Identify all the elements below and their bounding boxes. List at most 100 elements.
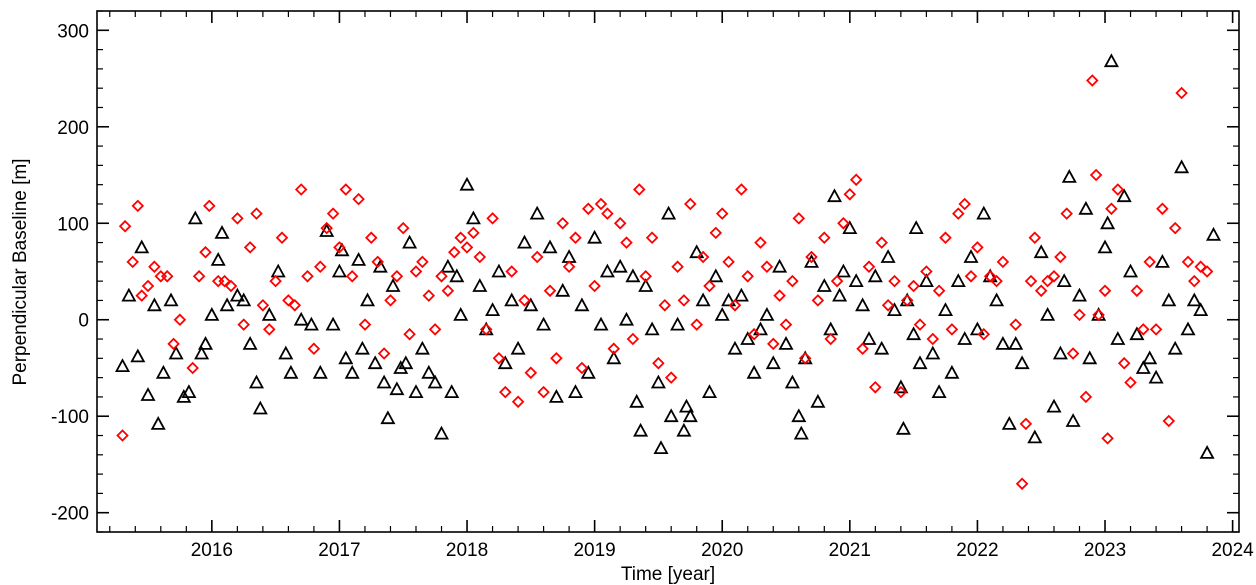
diamond-point (983, 270, 997, 283)
triangle-point (402, 234, 418, 249)
diamond-point (441, 284, 455, 298)
diamond-point (926, 332, 940, 346)
triangle-point (633, 422, 649, 437)
triangle-point (219, 297, 235, 312)
triangle-point (236, 292, 252, 307)
diamond-point (792, 212, 806, 225)
diamond-point (1066, 347, 1080, 360)
triangle-point (784, 374, 800, 389)
triangle-point (944, 364, 960, 379)
diamond-point (192, 270, 206, 283)
diamond-point (1175, 86, 1188, 100)
triangle-point (130, 348, 146, 363)
diamond-point (907, 279, 920, 293)
diamond-point (231, 212, 244, 225)
diamond-point (1086, 74, 1099, 87)
diamond-point (1194, 260, 1207, 273)
diamond-point (1101, 432, 1114, 445)
triangle-point (950, 273, 966, 288)
diamond-point (607, 342, 621, 355)
diamond-point (652, 356, 665, 370)
triangle-point (134, 239, 150, 254)
triangle-point (874, 340, 890, 355)
diamond-point (1034, 284, 1048, 298)
triangle-point (937, 302, 954, 317)
diamond-point (747, 327, 761, 341)
diamond-point (135, 289, 148, 302)
triangle-point (629, 393, 645, 408)
diamond-point (818, 231, 831, 244)
x-tick-label: 2019 (573, 540, 615, 561)
triangle-point (663, 408, 679, 423)
diamond-point (977, 327, 991, 341)
diamond-point (1054, 250, 1067, 264)
triangle-point (867, 268, 883, 283)
diamond-point (996, 255, 1010, 269)
triangle-point (1097, 239, 1113, 254)
triangle-point (433, 425, 450, 440)
diamond-point (633, 183, 646, 196)
diamond-point (141, 279, 155, 293)
triangle-point (351, 252, 367, 266)
triangle-point (1186, 292, 1202, 307)
diamond-point (767, 337, 780, 351)
diamond-point (900, 294, 914, 307)
diamond-point (945, 323, 959, 336)
triangle-point (187, 210, 203, 225)
triangle-point (293, 311, 309, 326)
diamond-point (530, 250, 544, 264)
diamond-point (486, 212, 499, 225)
y-tick-label: 100 (57, 214, 89, 235)
diamond-point (1168, 221, 1182, 235)
triangle-point (303, 316, 319, 331)
triangle-point (1180, 321, 1196, 336)
diamond-point (830, 274, 844, 288)
diamond-point (1015, 477, 1029, 491)
diamond-point (237, 318, 250, 331)
diamond-point (1143, 255, 1156, 269)
triangle-point (606, 350, 622, 365)
diamond-point (148, 260, 161, 273)
y-tick-label: 0 (78, 311, 89, 332)
triangle-point (385, 278, 401, 292)
triangle-point (678, 398, 695, 413)
triangle-point (682, 408, 698, 423)
diamond-point (1079, 390, 1093, 404)
triangle-point (283, 364, 299, 379)
diamond-point (416, 255, 429, 269)
triangle-point (194, 345, 210, 360)
triangle-point (689, 244, 705, 259)
diamond-point (556, 217, 569, 230)
triangle-point (759, 307, 775, 321)
series-triangles (114, 53, 1222, 459)
diamond-point (326, 207, 340, 220)
triangle-point (1027, 429, 1043, 444)
diamond-point (543, 284, 557, 298)
triangle-point (1014, 355, 1030, 370)
triangle-point (1103, 53, 1119, 68)
triangle-point (963, 249, 979, 263)
triangle-point (644, 321, 660, 336)
triangle-point (593, 316, 609, 331)
diamond-point (479, 323, 493, 336)
diamond-point (562, 260, 576, 273)
diamond-point (448, 245, 461, 259)
diamond-point (275, 231, 289, 244)
diamond-point (760, 260, 774, 273)
triangle-point (918, 273, 934, 288)
triangle-point (150, 416, 166, 430)
triangle-point (440, 258, 456, 273)
diamond-point (396, 221, 410, 235)
diamond-point (352, 192, 365, 206)
triangle-point (1065, 413, 1081, 427)
triangle-point (155, 364, 171, 379)
triangle-point (1033, 244, 1049, 259)
diamond-point (511, 395, 525, 409)
triangle-point (803, 254, 820, 268)
triangle-point (376, 374, 392, 389)
diamond-point (371, 255, 384, 269)
triangle-point (861, 331, 877, 345)
x-tick-label: 2020 (701, 540, 743, 561)
diamond-point (690, 318, 703, 331)
triangle-point (359, 292, 376, 307)
